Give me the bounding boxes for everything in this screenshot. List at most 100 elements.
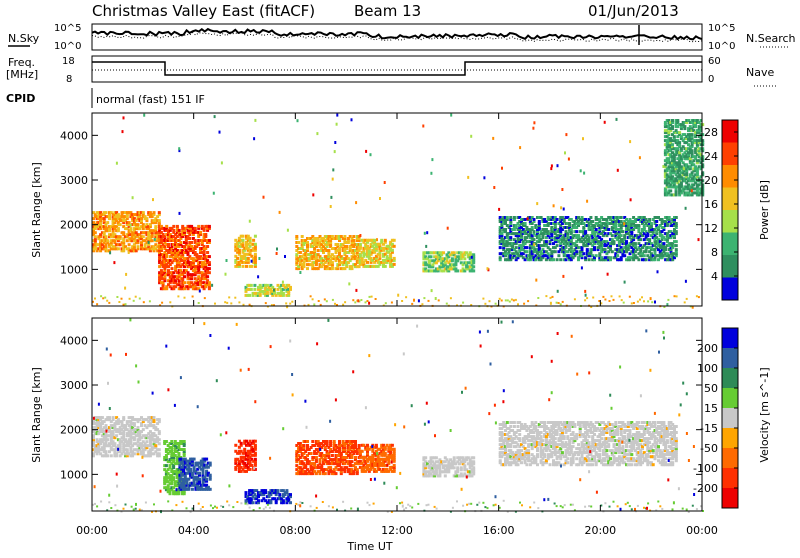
heatmap-cell bbox=[238, 249, 241, 252]
heatmap-cell bbox=[178, 229, 181, 232]
heatmap-cell bbox=[373, 239, 376, 242]
y-tick-label: 3000 bbox=[60, 174, 88, 187]
heatmap-cell bbox=[169, 301, 171, 303]
heatmap-cell bbox=[310, 295, 312, 297]
heatmap-cell bbox=[158, 418, 161, 421]
heatmap-cell bbox=[604, 121, 606, 124]
heatmap-cell bbox=[639, 156, 641, 159]
heatmap-cell bbox=[189, 468, 192, 471]
heatmap-cell bbox=[279, 211, 281, 214]
heatmap-cell bbox=[149, 300, 151, 302]
heatmap-cell bbox=[211, 284, 213, 287]
heatmap-cell bbox=[165, 440, 168, 443]
heatmap-cell bbox=[331, 261, 334, 264]
heatmap-cell bbox=[556, 258, 559, 261]
heatmap-cell bbox=[609, 256, 612, 259]
heatmap-cell bbox=[607, 273, 609, 276]
heatmap-cell bbox=[423, 297, 425, 299]
heatmap-cell bbox=[119, 235, 122, 238]
cpid-label: CPID bbox=[6, 92, 35, 105]
heatmap-cell bbox=[607, 228, 610, 231]
heatmap-cell bbox=[662, 165, 664, 168]
heatmap-cell bbox=[533, 238, 536, 241]
heatmap-cell bbox=[418, 299, 420, 302]
heatmap-cell bbox=[365, 301, 367, 303]
heatmap-cell bbox=[533, 230, 536, 233]
heatmap-cell bbox=[312, 193, 314, 196]
heatmap-cell bbox=[253, 284, 256, 287]
heatmap-cell bbox=[554, 250, 557, 253]
heatmap-cell bbox=[258, 257, 260, 260]
heatmap-cell bbox=[208, 271, 211, 274]
heatmap-cell bbox=[645, 258, 648, 261]
heatmap-cell bbox=[621, 299, 623, 301]
heatmap-cell bbox=[282, 281, 284, 284]
heatmap-cell bbox=[178, 147, 180, 150]
heatmap-cell bbox=[537, 297, 539, 299]
heatmap-cell bbox=[198, 472, 201, 475]
heatmap-cell bbox=[143, 114, 145, 117]
heatmap-cell bbox=[332, 299, 334, 301]
heatmap-cell bbox=[430, 255, 433, 258]
heatmap-cell bbox=[629, 140, 631, 143]
heatmap-cell bbox=[295, 235, 298, 238]
heatmap-cell bbox=[538, 220, 541, 223]
heatmap-cell bbox=[371, 296, 373, 298]
heatmap-cell bbox=[582, 137, 584, 140]
heatmap-cell bbox=[676, 295, 678, 297]
heatmap-cell bbox=[671, 143, 674, 146]
heatmap-cell bbox=[359, 234, 361, 237]
heatmap-cell bbox=[172, 229, 175, 232]
heatmap-cell bbox=[524, 222, 527, 225]
heatmap-cell bbox=[170, 440, 173, 443]
heatmap-cell bbox=[214, 303, 216, 305]
heatmap-cell bbox=[397, 294, 399, 297]
heatmap-cell bbox=[525, 250, 528, 253]
heatmap-cell bbox=[250, 265, 253, 268]
heatmap-cell bbox=[577, 234, 580, 237]
heatmap-cell bbox=[370, 153, 372, 156]
heatmap-cell bbox=[123, 304, 125, 306]
heatmap-cell bbox=[369, 296, 371, 298]
heatmap-cell bbox=[623, 222, 625, 225]
heatmap-cell bbox=[148, 241, 150, 244]
heatmap-cell bbox=[674, 295, 676, 297]
heatmap-cell bbox=[366, 261, 369, 264]
heatmap-cell bbox=[257, 499, 260, 502]
heatmap-cell bbox=[675, 222, 678, 225]
freq-line bbox=[92, 62, 702, 75]
heatmap-cell bbox=[158, 442, 161, 445]
heatmap-cell bbox=[94, 231, 97, 234]
heatmap-cell bbox=[214, 115, 216, 118]
heatmap-cell bbox=[525, 246, 528, 249]
heatmap-cell bbox=[326, 300, 328, 302]
heatmap-cell bbox=[611, 250, 614, 253]
heatmap-cell bbox=[208, 239, 211, 242]
heatmap-cell bbox=[595, 228, 598, 231]
freq-tick-low: 8 bbox=[66, 74, 72, 85]
heatmap-cell bbox=[352, 235, 355, 238]
heatmap-cell bbox=[684, 301, 686, 303]
heatmap-cell bbox=[582, 252, 585, 255]
heatmap-cell bbox=[113, 261, 115, 264]
heatmap-cell bbox=[330, 205, 332, 208]
heatmap-cell bbox=[336, 114, 338, 117]
heatmap-cell bbox=[651, 301, 653, 303]
heatmap-cell bbox=[253, 288, 256, 291]
heatmap-cell bbox=[604, 299, 606, 301]
heatmap-cell bbox=[519, 146, 521, 149]
heatmap-cell bbox=[145, 217, 148, 220]
colorbar-tick-label: 16 bbox=[704, 198, 718, 211]
heatmap-cell bbox=[424, 232, 426, 235]
heatmap-cell bbox=[655, 220, 658, 223]
y-tick-label: 2000 bbox=[60, 219, 88, 232]
heatmap-cell bbox=[611, 234, 614, 237]
heatmap-cell bbox=[158, 219, 161, 222]
heatmap-cell bbox=[368, 302, 370, 305]
heatmap-cell bbox=[152, 198, 154, 201]
heatmap-cell bbox=[108, 416, 111, 419]
heatmap-cell bbox=[94, 298, 96, 300]
heatmap-cell bbox=[376, 238, 378, 241]
heatmap-cell bbox=[676, 119, 679, 122]
heatmap-cell bbox=[208, 267, 211, 270]
